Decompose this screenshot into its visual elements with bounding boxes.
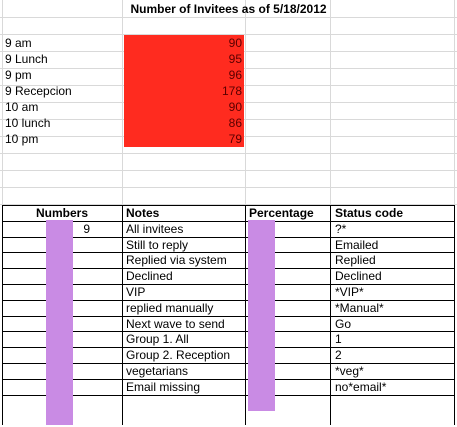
grid-col-line [122,0,123,205]
summary-label[interactable]: 9 Recepcion [5,84,72,98]
table-cell-notes[interactable]: Replied via system [126,253,227,268]
table-col-line [330,205,331,425]
summary-label[interactable]: 9 pm [5,68,32,82]
table-cell-notes[interactable]: Still to reply [126,237,189,252]
table-row-line [2,284,454,285]
grid-row-line [0,17,457,18]
table-cell-numbers[interactable]: 9 [83,221,90,236]
table-header-numbers[interactable]: Numbers [35,206,88,220]
summary-value-cell[interactable]: 95 [124,51,244,67]
summary-label[interactable]: 10 am [5,100,39,114]
table-cell-notes[interactable]: Group 1. All [126,332,189,347]
grid-col-line [245,0,246,205]
summary-label[interactable]: 9 am [5,36,32,50]
table-row-line [2,252,454,253]
table-col-line [122,205,123,425]
summary-value-cell[interactable]: 178 [124,83,244,99]
table-cell-notes[interactable]: VIP [126,285,146,299]
summary-value-cell[interactable]: 90 [124,99,244,115]
table-cell-notes[interactable]: replied manually [126,300,214,315]
table-row-line [2,205,454,206]
redaction-percentage [248,220,275,411]
summary-value-cell[interactable]: 90 [124,35,244,51]
table-cell-status[interactable]: *veg* [335,364,364,378]
table-col-line [2,205,3,425]
grid-row-line [0,204,457,205]
summary-value-cell[interactable]: 79 [124,131,244,147]
table-row-line [2,395,454,396]
table-cell-notes[interactable]: Next wave to send [126,316,225,331]
table-cell-status[interactable]: no*email* [335,379,387,394]
grid-col-line [454,0,455,205]
table-row-line [2,237,454,238]
grid-row-line [0,170,457,171]
table-cell-status[interactable]: Emailed [335,237,379,252]
table-row-line [2,268,454,269]
table-col-line [245,205,246,425]
grid-col-line [2,0,3,205]
table-row-line [2,221,454,222]
table-header-percentage[interactable]: Percentage [249,206,314,220]
grid-row-line [0,187,457,188]
table-cell-notes[interactable]: vegetarians [126,364,189,378]
table-header-status[interactable]: Status code [335,206,404,220]
table-cell-status[interactable]: Declined [335,269,382,284]
summary-label[interactable]: 10 pm [5,132,39,146]
grid-row-line [0,34,457,35]
redaction-numbers [46,220,73,425]
table-cell-notes[interactable]: Declined [126,269,173,284]
table-row-line [2,379,454,380]
table-cell-status[interactable]: *VIP* [335,285,364,299]
table-cell-notes[interactable]: All invitees [126,221,184,236]
table-cell-notes[interactable]: Group 2. Reception [126,348,231,363]
table-cell-status[interactable]: ?* [335,221,347,236]
grid-row-line [0,153,457,154]
table-cell-status[interactable]: 2 [335,348,342,363]
table-cell-status[interactable]: *Manual* [335,300,384,315]
summary-value-cell[interactable]: 86 [124,115,244,131]
table-cell-status[interactable]: Replied [335,253,376,268]
table-row-line [2,316,454,317]
table-cell-status[interactable]: 1 [335,332,342,347]
summary-value-cell[interactable]: 96 [124,67,244,83]
grid-col-line [330,0,331,205]
table-row-line [2,300,454,301]
table-cell-status[interactable]: Go [335,316,352,331]
summary-label[interactable]: 9 Lunch [5,52,48,66]
table-row-line [2,347,454,348]
table-row-line [2,331,454,332]
table-row-line [2,363,454,364]
sheet-title[interactable]: Number of Invitees as of 5/18/2012 [130,2,327,16]
table-cell-notes[interactable]: Email missing [126,379,201,394]
summary-label[interactable]: 10 lunch [5,116,51,130]
table-header-notes[interactable]: Notes [126,206,160,220]
table-col-line [454,205,455,425]
